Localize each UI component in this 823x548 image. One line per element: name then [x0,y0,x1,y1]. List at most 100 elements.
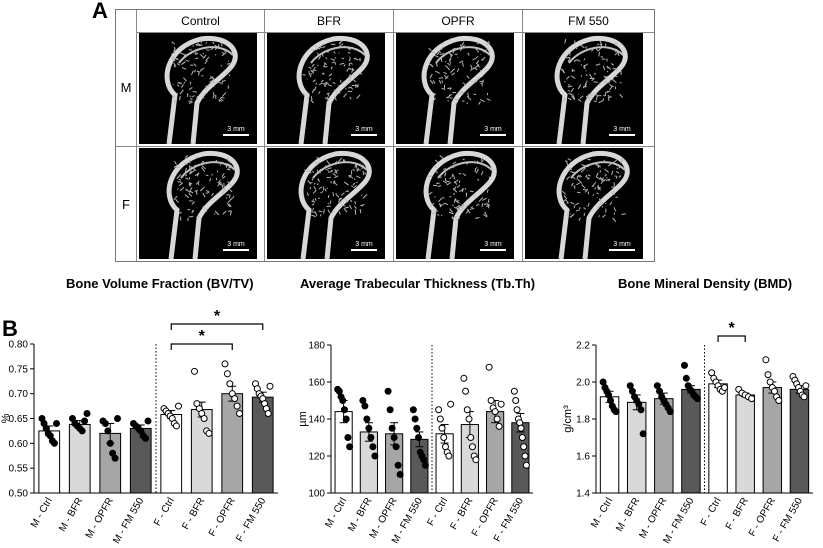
data-point [463,406,471,414]
data-point [365,424,373,432]
data-point [342,415,350,423]
x-tick-label: M - FM 550 [111,496,146,546]
x-tick-label: M - Ctrl [323,496,349,530]
x-tick-label: M - BFR [346,496,374,534]
scale-bar-label: 3 mm [355,126,373,133]
scale-bar-label: 3 mm [613,241,631,248]
y-tick-label: 0.55 [9,464,29,475]
data-point [392,443,400,451]
scale-bar: 3 mm [351,241,377,251]
data-point [800,393,808,401]
bar-f-ctrl [708,383,728,494]
bar-f-bfr [190,409,213,494]
data-point [460,374,468,382]
row-header-female: F [122,197,130,212]
data-point [512,397,520,404]
bar-m-ctrl [334,411,353,494]
bar-m-bfr [626,401,647,494]
femur-section-image [166,150,240,259]
bar-m-fm-550 [681,388,701,494]
data-point [802,382,810,390]
column-header-bfr: BFR [317,14,341,28]
data-point [436,415,444,423]
data-point [764,371,772,379]
chart-title-bmd: Bone Mineral Density (BMD) [618,276,793,291]
data-point [435,406,443,414]
micro-ct-image: 3 mm [396,33,514,144]
data-point [516,419,524,427]
significance-bracket [170,343,233,350]
data-point [520,443,528,451]
scale-bar-line [223,134,249,136]
femur-section-image [298,150,372,259]
scale-bar-label: 3 mm [355,241,373,248]
significance-star: * [199,328,206,345]
x-tick-label: F - BFR [448,496,475,532]
x-tick-label: M - Ctrl [589,496,615,530]
data-point [447,400,455,408]
data-point [226,380,234,388]
data-point [513,406,521,414]
scale-bar-line [480,249,506,251]
data-point [394,461,402,469]
bvtv-chart: 0.500.550.600.650.700.750.80%M - Ctrl M -… [0,308,278,546]
data-point [388,424,396,432]
micro-ct-image: 3 mm [139,148,257,259]
data-point [517,424,525,432]
data-point [339,397,347,404]
data-point [142,434,150,442]
panel-b-label: B [2,316,18,341]
data-point [495,422,503,430]
data-point [221,360,229,368]
micro-ct-image: 3 mm [396,148,514,259]
x-tick-label: F - OPFR [207,496,238,539]
scale-bar-line [223,249,249,251]
data-point [144,417,152,425]
x-tick-label: M - Ctrl [29,496,55,530]
data-point [205,429,213,437]
scale-bar: 3 mm [480,126,506,136]
scale-bar-line [609,249,635,251]
data-point [114,415,122,422]
bar-f-bfr [735,394,755,494]
scale-bar-line [351,249,377,251]
data-point [445,452,453,460]
scale-bar-label: 3 mm [227,126,245,133]
data-point [682,374,690,382]
significance-star: * [729,320,736,337]
data-point [497,400,505,408]
femur-section-image [421,35,495,144]
data-point [487,397,495,404]
x-tick-label: F - OPFR [747,496,778,539]
data-point [472,456,480,464]
data-point [367,434,375,441]
x-tick-label: M - BFR [57,496,85,534]
data-point [390,434,398,441]
scale-bar-label: 3 mm [484,241,502,248]
y-axis-label: µm [297,411,309,427]
data-point [612,408,620,416]
x-tick-label: F - BFR [180,496,207,532]
data-point [413,424,421,432]
scale-bar-line [351,134,377,136]
scale-bar-line [480,134,506,136]
data-point [231,395,239,403]
significance-bracket [170,323,264,330]
x-tick-label: F - Ctrl [425,496,450,528]
data-point [361,402,369,410]
data-point [346,443,354,451]
y-tick-label: 160 [308,378,325,389]
data-point [491,408,499,416]
scale-bar-label: 3 mm [227,241,245,248]
data-point [78,427,86,435]
data-point [493,415,501,423]
x-tick-label: F - BFR [724,496,751,532]
data-point [53,419,61,427]
y-axis-label: % [0,413,12,423]
y-tick-label: 120 [308,452,325,463]
data-point [637,406,645,414]
y-tick-label: 0.75 [9,364,29,375]
micro-ct-image: 3 mm [525,33,643,144]
data-point [106,439,114,447]
